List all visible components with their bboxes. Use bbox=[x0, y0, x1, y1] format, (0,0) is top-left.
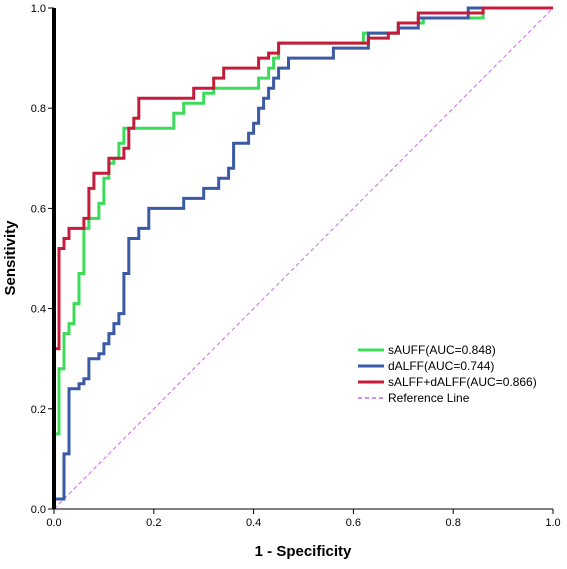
plot-area bbox=[52, 6, 554, 510]
y-tick-label: 1.0 bbox=[31, 3, 46, 15]
legend-label-0: sAUFF(AUC=0.848) bbox=[388, 343, 496, 357]
x-tick-label: 0.0 bbox=[46, 517, 61, 529]
series-line-1 bbox=[52, 6, 553, 509]
legend-label-2: sALFF+dALFF(AUC=0.866) bbox=[388, 375, 537, 389]
x-tick-label: 0.6 bbox=[346, 517, 361, 529]
series-line-3 bbox=[53, 7, 554, 510]
x-tick-label: 0.4 bbox=[246, 517, 261, 529]
y-axis-title: Sensitivity bbox=[2, 220, 19, 296]
x-tick-label: 1.0 bbox=[545, 517, 560, 529]
y-tick-label: 0.8 bbox=[31, 103, 46, 115]
y-tick-label: 0.4 bbox=[31, 304, 46, 316]
axes: 0.0 0.2 0.4 0.6 0.8 1.0 0.0 0.2 0.4 0.6 0.8 1.0 bbox=[31, 3, 561, 529]
legend-label-3: Reference Line bbox=[388, 391, 470, 405]
x-tick-label: 0.8 bbox=[446, 517, 461, 529]
y-tick-label: 0.2 bbox=[31, 404, 46, 416]
legend: sAUFF(AUC=0.848) dALFF(AUC=0.744) sALFF+dA… bbox=[358, 343, 537, 405]
legend-label-1: dALFF(AUC=0.744) bbox=[388, 359, 494, 373]
x-tick-label: 0.2 bbox=[146, 517, 161, 529]
y-tick-label: 0.0 bbox=[31, 504, 46, 516]
y-tick-label: 0.6 bbox=[31, 203, 46, 215]
x-axis-title: 1 - Specificity bbox=[255, 543, 352, 560]
series-line-2 bbox=[52, 6, 553, 509]
